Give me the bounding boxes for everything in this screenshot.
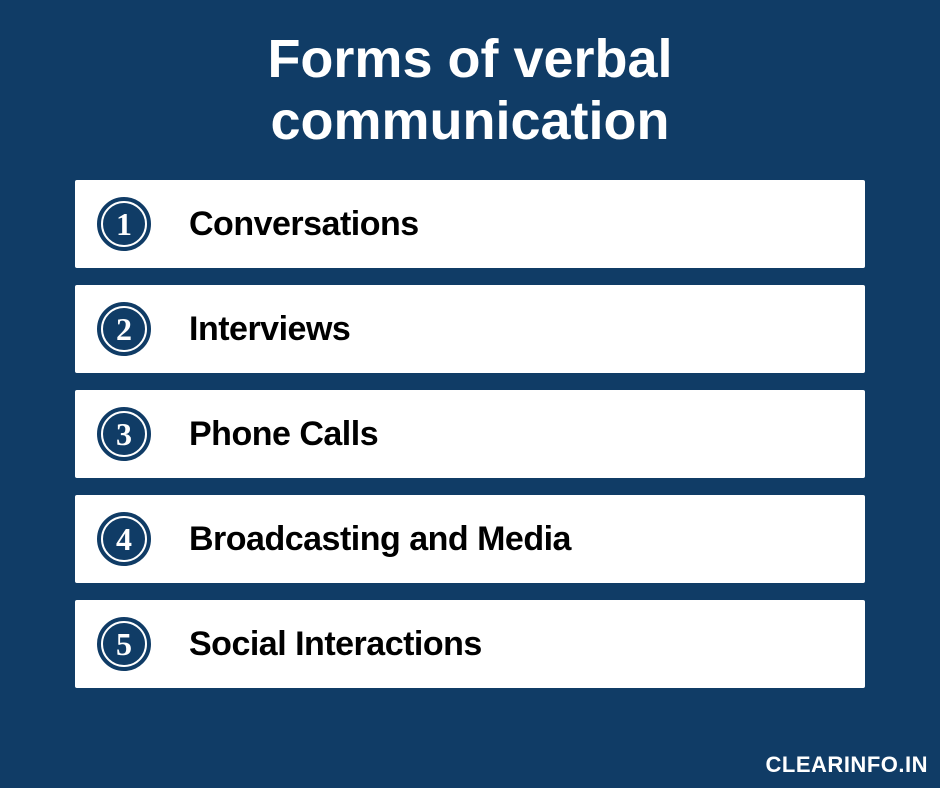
list-item: 4 Broadcasting and Media bbox=[75, 495, 865, 583]
list-item: 3 Phone Calls bbox=[75, 390, 865, 478]
list-item: 1 Conversations bbox=[75, 180, 865, 268]
number-badge-icon: 5 bbox=[97, 617, 151, 671]
title-line-1: Forms of verbal bbox=[267, 29, 672, 89]
item-label: Conversations bbox=[189, 205, 419, 244]
number-text: 3 bbox=[116, 416, 132, 453]
item-label: Phone Calls bbox=[189, 415, 378, 454]
item-label: Social Interactions bbox=[189, 625, 482, 664]
infographic-title: Forms of verbal communication bbox=[0, 0, 940, 152]
number-badge-icon: 3 bbox=[97, 407, 151, 461]
watermark-text: CLEARINFO.IN bbox=[766, 752, 928, 778]
item-label: Interviews bbox=[189, 310, 350, 349]
number-text: 4 bbox=[116, 521, 132, 558]
number-text: 5 bbox=[116, 626, 132, 663]
item-label: Broadcasting and Media bbox=[189, 520, 571, 559]
number-text: 2 bbox=[116, 311, 132, 348]
list-item: 5 Social Interactions bbox=[75, 600, 865, 688]
list-item: 2 Interviews bbox=[75, 285, 865, 373]
number-badge-icon: 4 bbox=[97, 512, 151, 566]
number-badge-icon: 1 bbox=[97, 197, 151, 251]
title-line-2: communication bbox=[270, 91, 669, 151]
number-badge-icon: 2 bbox=[97, 302, 151, 356]
number-text: 1 bbox=[116, 206, 132, 243]
items-list: 1 Conversations 2 Interviews 3 Phone Cal… bbox=[75, 180, 865, 688]
